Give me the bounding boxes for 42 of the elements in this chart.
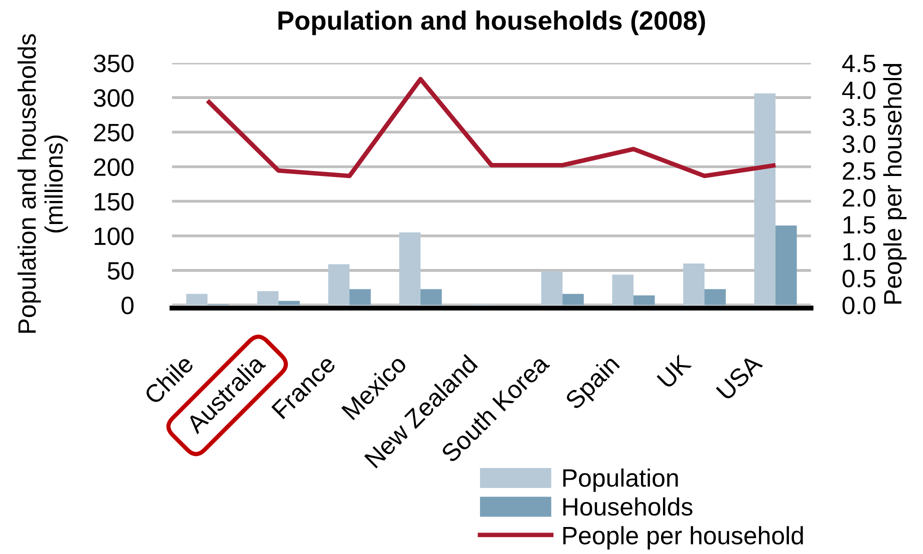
y-tick-label: 350 [94,54,134,72]
bar [562,294,584,305]
chart-title: Population and households (2008) [278,10,706,36]
y-tick-label: 300 [94,89,134,107]
legend-label: Population [563,468,678,492]
bar [186,294,208,305]
y-axis-title: Population and households (millions) [18,34,68,333]
bar [278,300,300,305]
y2-tick-label: 0.0 [842,296,876,314]
y-tick-label: 200 [94,158,134,176]
legend-label: Households [563,497,692,516]
y2-axis-title: People per household [883,64,907,304]
y2-tick-label: 3.5 [842,108,876,126]
y2-tick-label: 4.0 [842,81,876,100]
bar [399,232,420,305]
line-series [205,76,778,178]
bar [420,289,442,305]
y2-tick-label: 2.5 [842,162,876,180]
y2-tick-label: 1.5 [843,216,876,234]
bar [257,291,278,305]
y-tick-label: 0 [122,296,134,314]
y2-tick-label: 2.0 [842,189,876,207]
y2-tick-label: 0.5 [842,270,876,288]
bar [541,271,562,305]
y-tick-label: 250 [94,124,134,142]
y-tick-label: 100 [94,227,134,246]
bar [683,264,704,305]
y2-tick-label: 1.0 [843,242,876,261]
bar [776,225,797,305]
y-tick-label: 150 [94,192,134,211]
x-tick-label: UK [656,354,692,389]
bar [634,295,655,305]
x-tick-label: USA [716,353,764,401]
bar [612,274,634,305]
y-tick-label: 50 [108,262,134,280]
bar [754,93,776,305]
y2-tick-label: 4.5 [842,54,876,72]
bar [328,264,350,305]
legend-label: People per household [563,526,803,550]
bar [350,289,371,305]
y2-tick-label: 3.0 [842,135,876,153]
bar [704,289,726,305]
